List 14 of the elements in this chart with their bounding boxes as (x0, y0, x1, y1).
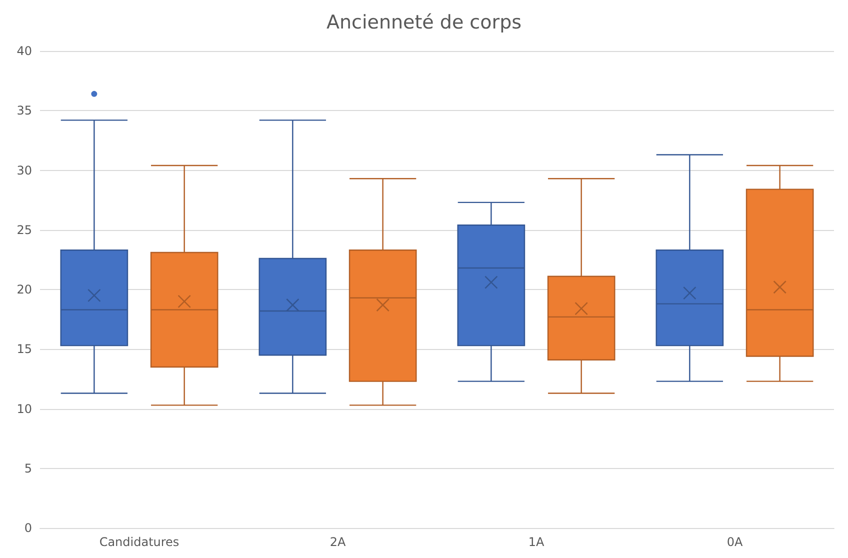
chart-title: Ancienneté de corps (326, 12, 522, 34)
x-tick-label: 0A (726, 535, 744, 549)
y-tick-label: 25 (16, 222, 32, 237)
x-tick-label: 2A (330, 535, 346, 549)
y-tick-label: 5 (24, 461, 32, 476)
x-tick-label: Candidatures (99, 535, 180, 549)
y-tick-label: 30 (16, 163, 32, 178)
x-tick-label: 1A (528, 535, 545, 549)
y-tick-label: 20 (16, 282, 32, 296)
y-tick-label: 35 (16, 104, 32, 118)
y-tick-label: 40 (16, 44, 32, 58)
y-tick-label: 10 (16, 402, 32, 416)
y-tick-label: 15 (16, 342, 32, 356)
y-tick-label: 0 (24, 521, 32, 535)
